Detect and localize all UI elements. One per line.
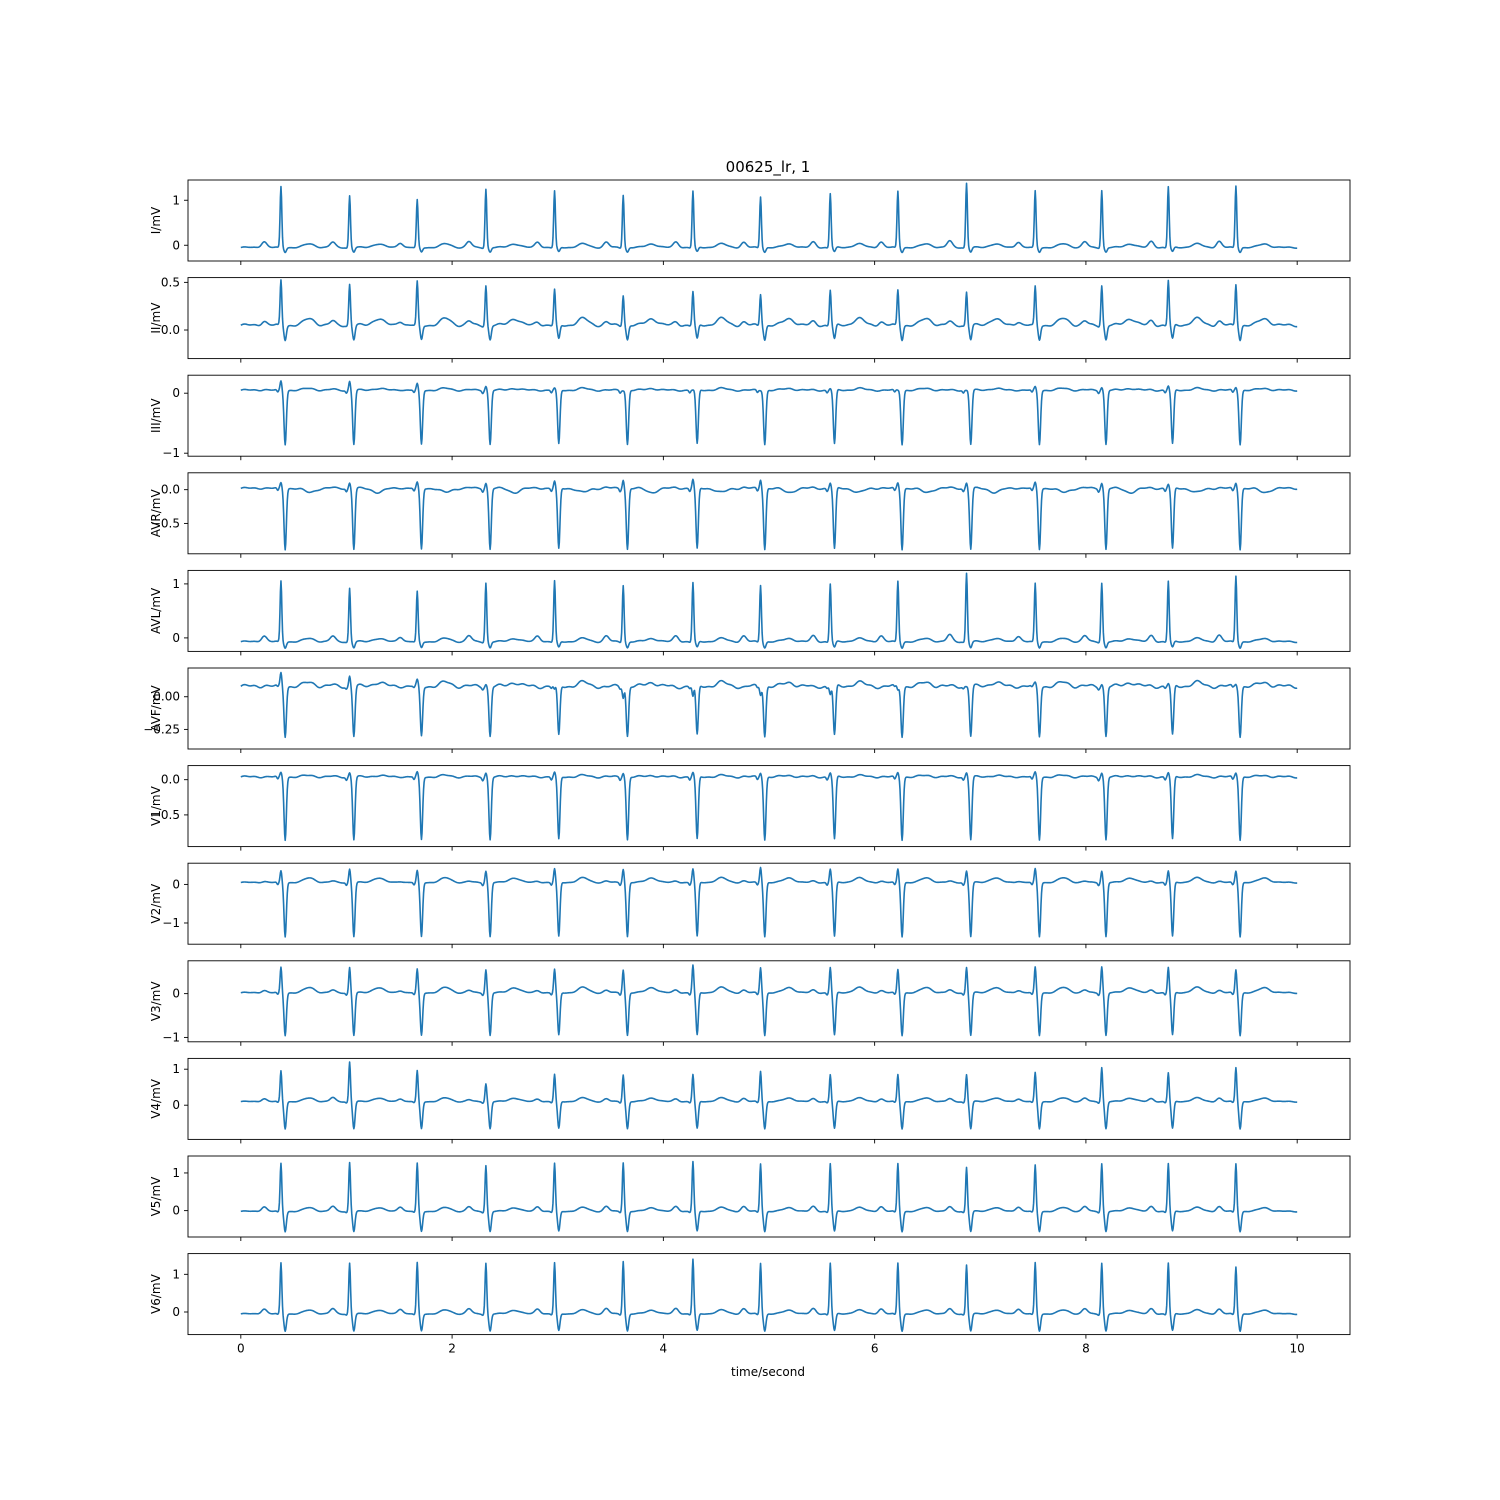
trace-iii <box>240 380 1298 446</box>
trace-avl <box>240 572 1298 649</box>
y-axis-label: V3/mV <box>149 981 163 1022</box>
y-tick-label: −0.5 <box>151 516 180 530</box>
axes-frame <box>187 179 1351 262</box>
lead-panel-v4: 0 1 V4/mV <box>149 1057 1351 1144</box>
axes-frame <box>187 472 1351 555</box>
trace-v6 <box>240 1258 1298 1333</box>
lead-panel-v2: 0 −1V2/mV <box>149 862 1351 949</box>
axes-frame <box>187 569 1351 652</box>
y-tick-label: 0 <box>172 877 180 891</box>
trace-i <box>240 182 1298 254</box>
lead-panel-v3: 0 −1 V3/mV <box>149 960 1351 1046</box>
y-tick-label: 1 <box>172 1267 180 1281</box>
y-axis-label: III/mV <box>149 398 163 433</box>
y-tick-label: 1 <box>172 577 180 591</box>
y-axis-label: I/mV <box>149 206 163 234</box>
axes-frame <box>187 765 1351 848</box>
trace-avf <box>240 671 1298 739</box>
y-axis-label: V5/mV <box>149 1176 163 1217</box>
y-tick-label: 0.0 <box>161 773 180 787</box>
lead-panel-avl: 0 1 AVL/mV <box>149 569 1351 656</box>
trace-v2 <box>240 866 1298 938</box>
axes-frame <box>187 374 1351 457</box>
y-tick-label: −1 <box>162 1030 180 1044</box>
lead-panel-iii: 0 −1 III/mV <box>149 374 1351 461</box>
lead-panel-v1: 0.0 −0.5V1/mV <box>149 765 1351 851</box>
trace-v1 <box>240 770 1298 842</box>
y-tick-label: −0.25 <box>143 722 180 736</box>
axes-frame <box>187 1155 1351 1238</box>
axes-frame <box>187 667 1351 750</box>
y-tick-label: 0.5 <box>161 275 180 289</box>
y-tick-label: 1 <box>172 193 180 207</box>
y-tick-label: 0.0 <box>161 323 180 337</box>
trace-v3 <box>240 964 1298 1037</box>
y-axis-label: II/mV <box>149 302 163 334</box>
lead-panel-v6: 0 1 V6/mV 0 2 4 6 8 10 <box>149 1253 1351 1356</box>
axes-frame <box>187 862 1351 945</box>
y-axis-label: AVL/mV <box>149 587 163 634</box>
y-tick-label: −1 <box>162 446 180 460</box>
y-axis-label: V1/mV <box>149 785 163 826</box>
y-tick-label: 0 <box>172 987 180 1001</box>
x-tick-label: 4 <box>660 1342 668 1356</box>
x-tick-label: 8 <box>1082 1342 1090 1356</box>
y-axis-label: V2/mV <box>149 883 163 924</box>
x-axis-label: time/second <box>731 1365 805 1379</box>
y-tick-label: 1 <box>172 1166 180 1180</box>
y-tick-label: 0 <box>172 1204 180 1218</box>
y-tick-label: −0.5 <box>151 808 180 822</box>
x-tick-label: 6 <box>871 1342 879 1356</box>
trace-v4 <box>240 1061 1298 1130</box>
y-axis-label: V4/mV <box>149 1078 163 1119</box>
y-tick-label: −1 <box>162 916 180 930</box>
axes-frame <box>187 277 1351 360</box>
trace-v5 <box>240 1160 1298 1233</box>
y-axis-label: AVF/mV <box>149 684 163 731</box>
trace-avr <box>240 478 1298 551</box>
lead-panel-i: 0 1 I/mV <box>149 179 1351 265</box>
y-tick-label: 0 <box>172 1305 180 1319</box>
x-tick-label: 0 <box>237 1342 245 1356</box>
y-tick-label: 0.0 <box>161 483 180 497</box>
axes-frame <box>187 1253 1351 1336</box>
y-tick-label: 1 <box>172 1062 180 1076</box>
y-tick-label: 0 <box>172 238 180 252</box>
x-tick-label: 2 <box>448 1342 456 1356</box>
lead-panels: 01I/mV0.00.5II/mV0−1III/mV0.0−0.5AVR/mV0… <box>143 179 1351 1356</box>
x-tick-label: 10 <box>1290 1342 1305 1356</box>
y-axis-label: V6/mV <box>149 1273 163 1314</box>
lead-panel-ii: 0.0 0.5 II/mV <box>149 275 1351 363</box>
y-tick-label: 0 <box>172 1098 180 1112</box>
axes-frame <box>187 1057 1351 1140</box>
y-axis-label: AVR/mV <box>149 489 163 538</box>
trace-ii <box>240 279 1298 342</box>
y-tick-label: 0.00 <box>153 690 180 704</box>
y-tick-label: 0 <box>172 386 180 400</box>
lead-panel-v5: 0 1 V5/mV <box>149 1155 1351 1241</box>
y-tick-label: 0 <box>172 631 180 645</box>
chart-title: 00625_lr, 1 <box>726 158 811 177</box>
axes-frame <box>187 960 1351 1043</box>
